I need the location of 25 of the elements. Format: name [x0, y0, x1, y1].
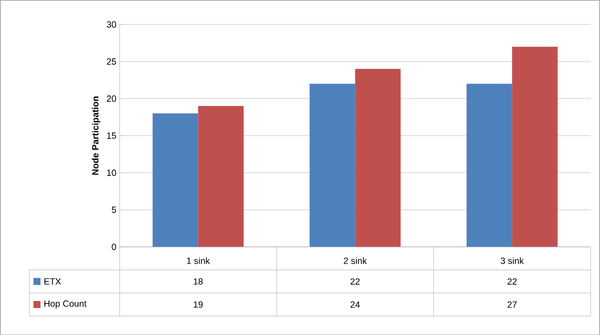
legend-label: ETX — [44, 278, 61, 284]
data-label: 18 — [194, 278, 203, 284]
x-tick-label: 1 sink — [187, 257, 210, 264]
y-tick-label: 0 — [112, 243, 116, 250]
data-label: 22 — [350, 278, 360, 284]
y-tick-label: 5 — [112, 206, 116, 213]
y-tick-label: 30 — [106, 21, 116, 28]
bar — [310, 84, 356, 247]
data-label: 24 — [350, 301, 360, 308]
y-tick-label: 10 — [107, 169, 116, 176]
y-axis-title: Node Participation — [92, 96, 100, 175]
legend-label: Hop Count — [44, 300, 87, 308]
bar — [512, 46, 558, 247]
x-tick-label: 2 sink — [344, 257, 367, 264]
bar — [198, 106, 244, 247]
y-tick-label: 15 — [107, 132, 116, 139]
data-label: 27 — [508, 301, 517, 308]
bar — [152, 113, 198, 247]
data-label: 22 — [508, 278, 517, 284]
data-label: 19 — [194, 301, 203, 308]
y-tick-label: 20 — [106, 95, 116, 102]
x-tick-label: 3 sink — [500, 257, 524, 264]
bar — [355, 68, 401, 247]
y-tick-label: 25 — [106, 58, 116, 64]
bar — [466, 84, 512, 247]
